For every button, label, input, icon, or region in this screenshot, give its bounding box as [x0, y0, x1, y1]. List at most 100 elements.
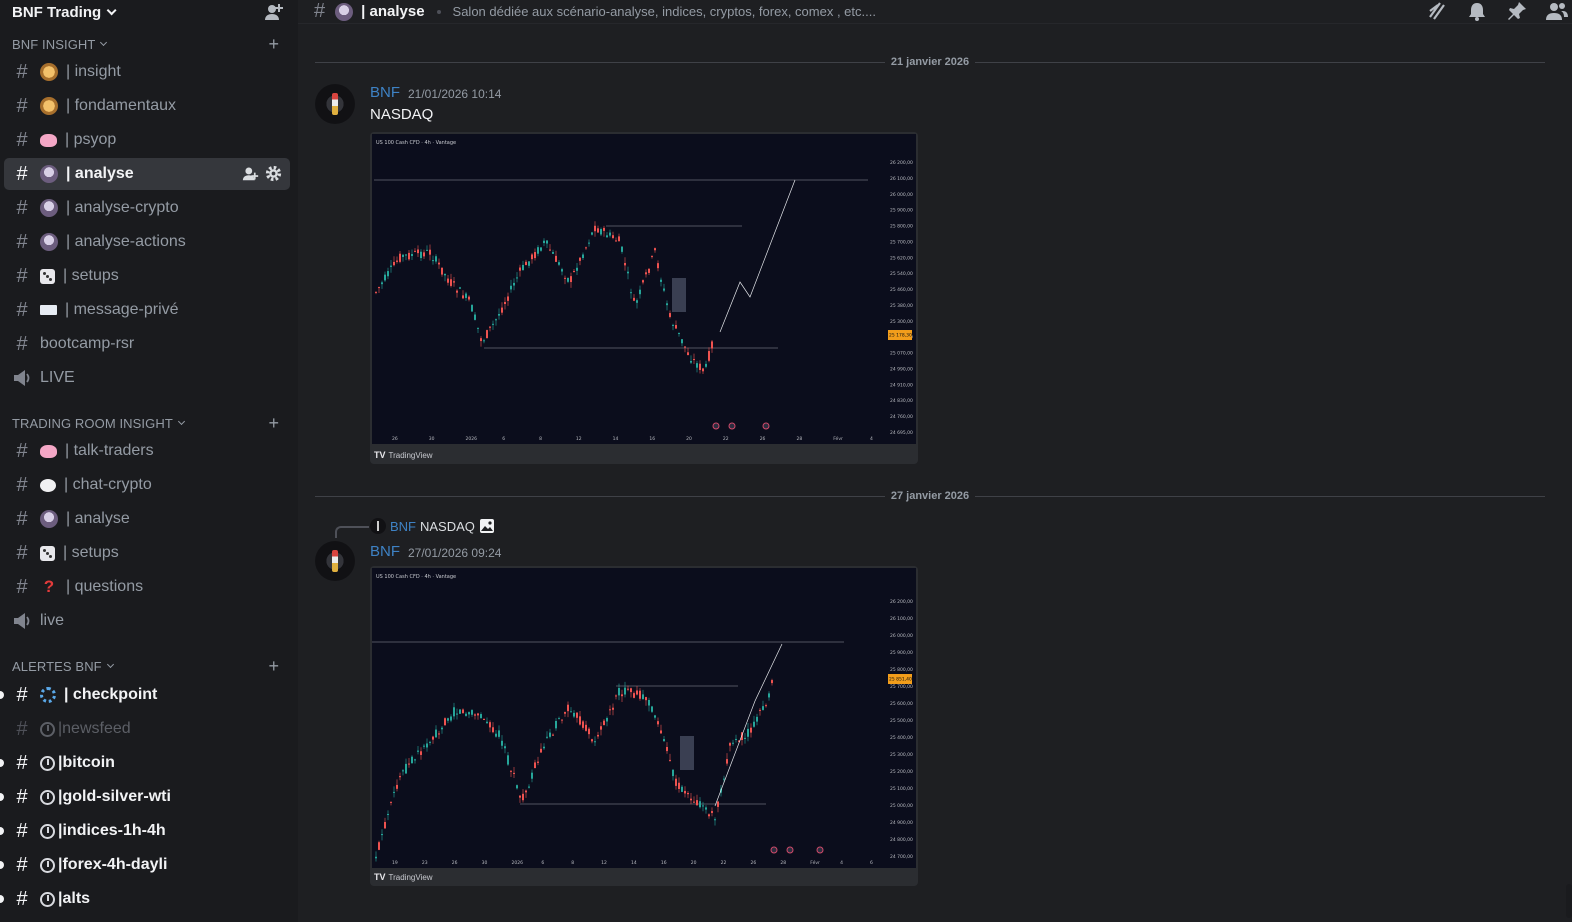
channel-analyse-active[interactable]: # | analyse: [4, 158, 290, 190]
invite-user-icon[interactable]: [242, 165, 259, 182]
x-tick-label: 8: [571, 860, 574, 866]
candle-body: [609, 232, 611, 236]
candle-body: [624, 687, 626, 695]
channel-gold-silver-wti[interactable]: # |gold-silver-wti: [0, 781, 290, 813]
y-tick-label: 25 380,00: [890, 303, 913, 309]
reply-text[interactable]: NASDAQ: [420, 519, 475, 534]
bell-icon[interactable]: [1466, 1, 1488, 21]
tradingview-credit: TV TradingView: [374, 872, 433, 882]
channel-chat-crypto[interactable]: # | chat-crypto: [4, 469, 290, 501]
hash-icon: #: [16, 439, 28, 462]
reply-avatar[interactable]: [370, 518, 386, 534]
candle-body: [468, 712, 470, 715]
channel-setups-room[interactable]: # | setups: [4, 537, 290, 569]
channel-forex-4h-dayli[interactable]: # |forex-4h-dayli: [0, 849, 290, 881]
candle-body: [462, 709, 464, 714]
x-tick-label: 2026: [512, 860, 524, 866]
candle-body: [507, 755, 509, 765]
channel-live-voice[interactable]: LIVE: [4, 362, 290, 394]
server-header[interactable]: BNF Trading: [0, 0, 298, 24]
x-tick-label: 20: [686, 436, 692, 442]
category-label[interactable]: TRADING ROOM INSIGHT: [12, 415, 173, 431]
channel-psyop[interactable]: # | psyop: [4, 124, 290, 156]
candle-body: [570, 276, 572, 283]
candle-body: [693, 801, 695, 803]
channel-label: |alts: [58, 890, 91, 907]
candle-body: [453, 281, 455, 283]
channel-indices-1h-4h[interactable]: # |indices-1h-4h: [0, 815, 290, 847]
category-label[interactable]: ALERTES BNF: [12, 658, 102, 674]
candle-body: [474, 714, 476, 716]
add-channel-icon[interactable]: +: [268, 413, 279, 433]
candle-body: [567, 704, 569, 712]
candle-body: [444, 718, 446, 726]
channel-live-room[interactable]: live: [4, 605, 290, 637]
chevron-down-icon[interactable]: [100, 38, 108, 47]
channel-topic[interactable]: Salon dédiée aux scénario-analyse, indic…: [452, 4, 876, 19]
message-author[interactable]: BNF: [370, 84, 400, 101]
chevron-down-icon[interactable]: [106, 4, 117, 15]
avatar[interactable]: [315, 541, 355, 581]
members-icon[interactable]: [1546, 1, 1568, 21]
channel-talk-traders[interactable]: # | talk-traders: [4, 435, 290, 467]
candle-body: [765, 705, 767, 707]
price-tag: [888, 674, 912, 684]
mail-emoji-icon: [40, 305, 57, 315]
chevron-down-icon[interactable]: [106, 660, 114, 669]
channel-analyse-crypto[interactable]: # | analyse-crypto: [4, 192, 290, 224]
channel-newsfeed[interactable]: # |newsfeed: [4, 713, 290, 745]
pin-icon[interactable]: [1506, 1, 1528, 21]
channel-bootcamp-rsr[interactable]: # bootcamp-rsr: [4, 328, 290, 360]
candle-body: [648, 268, 650, 273]
category-alertes-bnf[interactable]: ALERTES BNF +: [0, 656, 298, 676]
channel-label: | psyop: [65, 131, 117, 148]
invite-user-icon[interactable]: [264, 2, 284, 22]
channel-alts[interactable]: # |alts: [0, 883, 290, 915]
speech-bubble-emoji-icon: [40, 478, 56, 492]
date-separator: 27 janvier 2026: [315, 489, 1546, 503]
candle-body: [666, 303, 668, 306]
candle-body: [645, 272, 647, 275]
y-tick-label: 25 200,00: [890, 769, 913, 775]
candle-body: [432, 260, 434, 262]
candle-body: [684, 346, 686, 348]
category-trading-room-insight[interactable]: TRADING ROOM INSIGHT +: [0, 413, 298, 433]
chevron-down-icon[interactable]: [177, 417, 185, 426]
threads-icon[interactable]: [1426, 1, 1448, 21]
y-tick-label: 24 910,00: [890, 382, 913, 388]
channel-label: | chat-crypto: [64, 476, 152, 493]
candle-body: [573, 712, 575, 717]
candle-body: [375, 291, 377, 293]
candle-body: [690, 360, 692, 363]
message-author[interactable]: BNF: [370, 543, 400, 560]
candle-body: [585, 724, 587, 731]
channel-setups[interactable]: # | setups: [4, 260, 290, 292]
server-name[interactable]: BNF Trading: [12, 3, 102, 21]
candle-body: [564, 277, 566, 279]
reply-author[interactable]: BNF: [390, 519, 416, 534]
channel-insight[interactable]: # | insight: [4, 56, 290, 88]
channel-analyse-actions[interactable]: # | analyse-actions: [4, 226, 290, 258]
add-channel-icon[interactable]: +: [268, 34, 279, 54]
candle-body: [555, 721, 557, 729]
avatar[interactable]: [315, 84, 355, 124]
gear-icon[interactable]: [265, 165, 282, 182]
category-bnf-insight[interactable]: BNF INSIGHT +: [0, 34, 298, 54]
channel-analyse-room[interactable]: # | analyse: [4, 503, 290, 535]
candle-body: [477, 713, 479, 716]
channel-message-prive[interactable]: # | message-privé: [4, 294, 290, 326]
add-channel-icon[interactable]: +: [268, 656, 279, 676]
y-tick-label: 25 400,00: [890, 735, 913, 741]
scrollbar-thumb[interactable]: [1566, 884, 1572, 918]
chart-image-embed[interactable]: US 100 Cash CFD · 4h · Vantage 26 200,00 2…: [370, 566, 918, 886]
candle-body: [447, 718, 449, 721]
channel-checkpoint[interactable]: # | checkpoint: [0, 679, 290, 711]
channel-questions[interactable]: # ? | questions: [4, 571, 290, 603]
channel-bitcoin[interactable]: # |bitcoin: [0, 747, 290, 779]
x-tick-label: 26: [392, 436, 398, 442]
date-label: 27 janvier 2026: [890, 490, 970, 502]
channel-fondamentaux[interactable]: # | fondamentaux: [4, 90, 290, 122]
category-label[interactable]: BNF INSIGHT: [12, 36, 96, 52]
candle-body: [411, 756, 413, 764]
chart-image-embed[interactable]: US 100 Cash CFD · 4h · Vantage 26 200,00 2…: [370, 132, 918, 464]
